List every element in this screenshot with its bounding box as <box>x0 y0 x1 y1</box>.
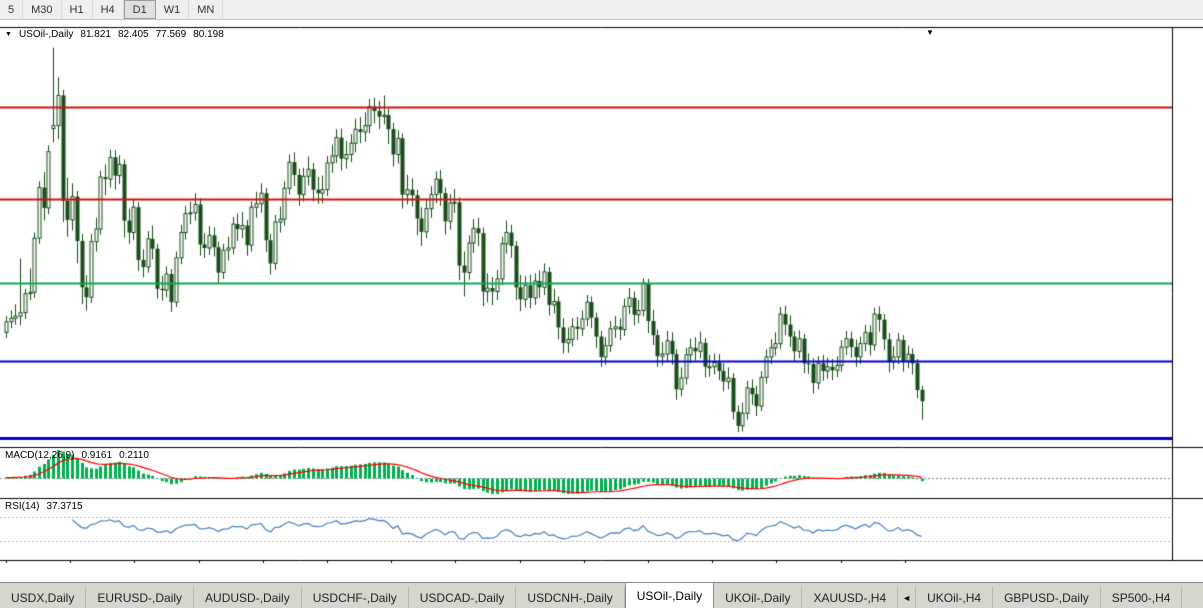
tab-eurusd-daily[interactable]: EURUSD-,Daily <box>86 587 195 608</box>
ohlc-close: 80.198 <box>193 29 224 40</box>
date-axis[interactable]: 21 Feb 202211 Mar 202230 Mar 202219 Apr … <box>0 560 1172 582</box>
ohlc-readout: ▼ USOil-,Daily 81.821 82.405 77.569 80.1… <box>5 29 224 40</box>
tab-ukoil-daily[interactable]: UKOil-,Daily <box>714 587 803 608</box>
timeframe-button-w1[interactable]: W1 <box>156 0 190 19</box>
timeframe-button-m30[interactable]: M30 <box>23 0 62 19</box>
symbol-caret-icon[interactable]: ▼ <box>5 30 12 38</box>
price-axis[interactable]: 131.020126.260117.020112.400107.780103.1… <box>1172 20 1203 560</box>
timeframe-button-d1[interactable]: D1 <box>123 0 156 19</box>
macd-signal-value: 0.2110 <box>119 450 149 461</box>
timeframe-button-mn[interactable]: MN <box>189 0 224 19</box>
timeframe-button-h1[interactable]: H1 <box>62 0 93 19</box>
tab-usoil-daily[interactable]: USOil-,Daily <box>624 583 715 608</box>
chart-end-marker-icon: ▼ <box>926 28 934 37</box>
timeframe-button-h4[interactable]: H4 <box>93 0 124 19</box>
chart-region: ▼ USOil-,Daily 81.821 82.405 77.569 80.1… <box>0 20 1203 582</box>
tab-usdcnh-daily[interactable]: USDCNH-,Daily <box>516 587 625 608</box>
timeframe-button-5[interactable]: 5 <box>0 0 24 19</box>
tab-usdchf-daily[interactable]: USDCHF-,Daily <box>302 587 409 608</box>
symbol-tabbar: USDX,Daily EURUSD-,Daily AUDUSD-,Daily USDC… <box>0 582 1203 608</box>
tab-sp500-h4[interactable]: SP500-,H4 <box>1101 587 1183 608</box>
rsi-name: RSI(14) <box>5 501 40 512</box>
rsi-value: 37.3715 <box>46 501 83 512</box>
tab-xauusd-h4[interactable]: XAUUSD-,H4 <box>802 587 899 608</box>
timeframe-toolbar: 5 M30 H1 H4 D1 W1 MN <box>0 0 1203 20</box>
tab-usdx-daily[interactable]: USDX,Daily <box>0 587 87 608</box>
macd-main-value: 0.9161 <box>81 450 113 461</box>
tab-gbpusd-daily[interactable]: GBPUSD-,Daily <box>993 587 1101 608</box>
tab-usdcad-daily[interactable]: USDCAD-,Daily <box>409 587 517 608</box>
tab-ukoil-h4[interactable]: UKOil-,H4 <box>916 587 994 608</box>
macd-name: MACD(12,26,9) <box>5 450 75 461</box>
ohlc-high: 82.405 <box>117 29 149 40</box>
macd-indicator-label: MACD(12,26,9) 0.9161 0.2110 <box>5 450 149 461</box>
ohlc-open: 81.821 <box>80 29 111 40</box>
ohlc-low: 77.569 <box>155 29 187 40</box>
rsi-indicator-label: RSI(14) 37.3715 <box>5 501 83 512</box>
tab-audusd-daily[interactable]: AUDUSD-,Daily <box>194 587 302 608</box>
price-chart-canvas[interactable] <box>0 20 1203 582</box>
chart-symbol-label: USOil-,Daily <box>18 29 74 40</box>
tab-scroll-left-icon[interactable]: ◄ <box>898 587 917 608</box>
